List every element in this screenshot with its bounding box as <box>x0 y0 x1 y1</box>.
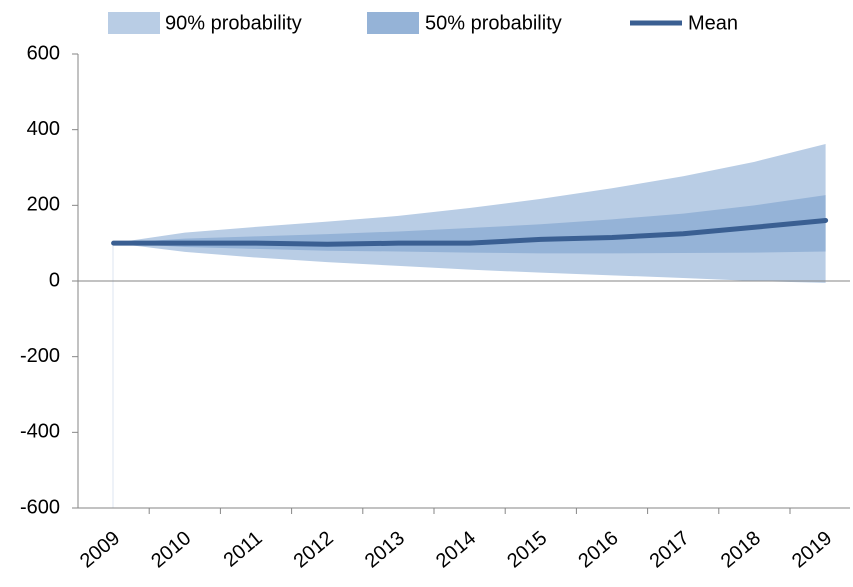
y-tick-label: -200 <box>20 345 60 367</box>
y-tick-label: -400 <box>20 421 60 443</box>
x-tick-label: 2019 <box>788 527 836 572</box>
y-tick-label: 200 <box>27 194 60 216</box>
legend-swatch <box>108 12 160 34</box>
y-tick-label: 0 <box>49 269 60 291</box>
x-tick-label: 2016 <box>574 527 622 572</box>
x-tick-label: 2010 <box>147 527 195 572</box>
x-tick-label: 2015 <box>503 527 551 572</box>
y-tick-label: 600 <box>27 42 60 64</box>
x-tick-label: 2017 <box>646 527 694 572</box>
probability-band <box>113 195 826 254</box>
x-tick-label: 2013 <box>361 527 409 572</box>
y-tick-label: -600 <box>20 496 60 518</box>
y-tick-label: 400 <box>27 118 60 140</box>
x-tick-label: 2009 <box>76 527 124 572</box>
x-tick-label: 2011 <box>220 527 267 572</box>
legend-swatch <box>367 12 419 34</box>
x-tick-label: 2012 <box>290 527 338 572</box>
mean-line <box>111 217 829 247</box>
legend-label: 50% probability <box>425 12 562 34</box>
x-tick-label: 2018 <box>717 527 765 572</box>
legend-label: 90% probability <box>165 12 302 34</box>
legend-label: Mean <box>688 12 738 34</box>
x-tick-label: 2014 <box>432 527 480 572</box>
